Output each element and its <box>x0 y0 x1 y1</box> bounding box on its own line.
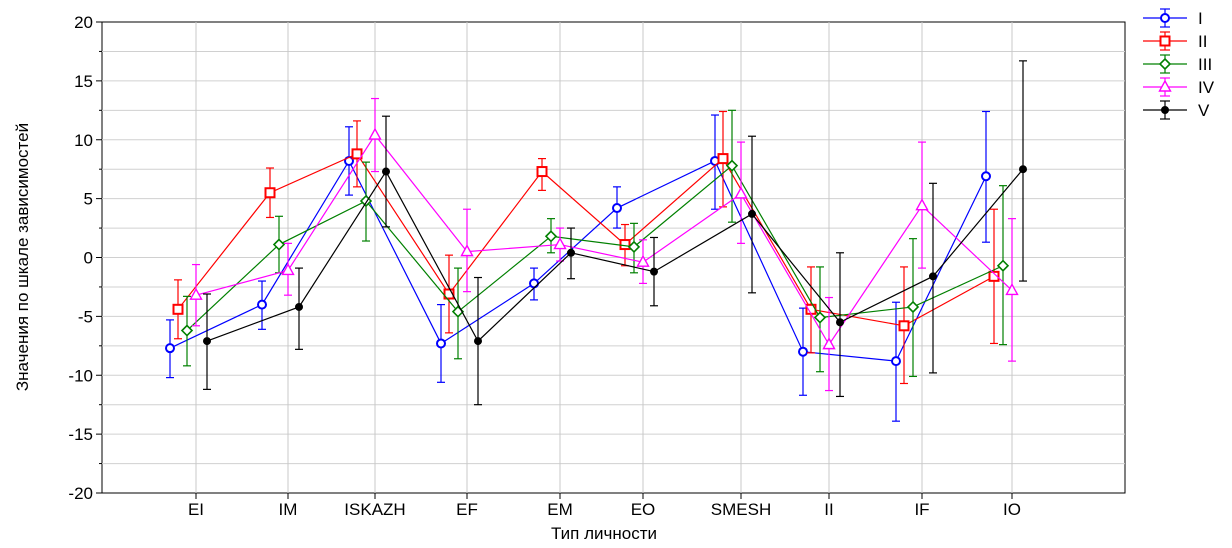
data-point <box>636 254 650 267</box>
x-axis-title: Тип личности <box>551 524 657 543</box>
data-point <box>981 171 991 182</box>
data-point <box>351 148 363 160</box>
y-tick-label: -20 <box>68 484 93 503</box>
x-tick-label: EM <box>547 500 573 519</box>
x-tick-label: EO <box>631 500 656 519</box>
data-point <box>553 237 567 250</box>
x-tick-label: IF <box>914 500 929 519</box>
data-point <box>1005 283 1019 296</box>
y-tick-label: 20 <box>74 13 93 32</box>
legend-item: V <box>1143 100 1210 120</box>
series-4 <box>189 97 1019 392</box>
data-point <box>272 238 286 251</box>
data-point <box>906 300 920 314</box>
legend-marker <box>1158 57 1172 71</box>
data-point <box>257 299 267 310</box>
y-tick-label: 5 <box>84 190 93 209</box>
data-point <box>915 198 929 211</box>
data-point <box>836 318 844 327</box>
x-tick-label: ISKAZH <box>344 500 405 519</box>
series-line <box>177 153 995 327</box>
data-point <box>382 167 390 176</box>
data-point <box>368 127 382 140</box>
data-point <box>748 209 756 218</box>
data-point <box>264 187 276 199</box>
series-layer <box>165 60 1027 422</box>
data-point <box>443 288 455 300</box>
data-point <box>536 166 548 178</box>
x-tick-label: EF <box>456 500 478 519</box>
y-tick-label: 15 <box>74 72 93 91</box>
data-point <box>1019 165 1027 174</box>
legend-label: IV <box>1198 78 1215 97</box>
y-tick-label: -5 <box>78 307 93 326</box>
legend-marker <box>1158 79 1172 92</box>
series-5 <box>203 60 1027 406</box>
x-tick-label: IM <box>279 500 298 519</box>
data-point <box>813 311 827 324</box>
data-point <box>996 259 1010 272</box>
legend-marker <box>1159 35 1171 47</box>
data-point <box>567 248 575 257</box>
x-tick-label: II <box>824 500 833 519</box>
data-point <box>460 244 474 257</box>
series-line <box>195 134 1013 346</box>
data-point <box>734 186 748 199</box>
series-line <box>169 159 987 362</box>
data-point <box>180 324 194 337</box>
series-1 <box>165 110 991 422</box>
data-point <box>717 153 729 165</box>
y-axis-title: Значения по шкале зависимостей <box>13 123 32 391</box>
data-point <box>203 337 211 346</box>
x-tick-label: SMESH <box>711 500 771 519</box>
data-point <box>898 320 910 332</box>
legend-marker <box>1160 13 1170 23</box>
legend-label: II <box>1198 32 1207 51</box>
x-tick-label: IO <box>1003 500 1021 519</box>
data-point <box>529 278 539 289</box>
data-point <box>189 287 203 300</box>
data-point <box>474 337 482 346</box>
data-point <box>544 230 558 243</box>
data-point <box>798 346 808 357</box>
data-point <box>172 303 184 315</box>
data-point <box>822 337 836 350</box>
series-2 <box>172 110 1000 385</box>
data-point <box>619 239 631 251</box>
legend-label: I <box>1198 9 1203 28</box>
data-point <box>650 267 658 276</box>
series-line <box>206 168 1024 343</box>
y-axis: -20 -15 -10 -5 0 5 10 15 20 <box>68 13 102 503</box>
data-point <box>929 272 937 281</box>
legend-item: I <box>1143 8 1203 28</box>
data-point <box>281 262 295 276</box>
y-tick-label: 0 <box>84 249 93 268</box>
legend-marker <box>1161 106 1169 114</box>
data-point <box>988 270 1000 282</box>
data-point <box>725 159 739 172</box>
legend-label: V <box>1198 101 1210 120</box>
x-axis: EI IM ISKAZH EF EM EO SMESH II IF IO <box>188 493 1021 519</box>
data-point <box>436 338 446 349</box>
series-line <box>186 164 1004 331</box>
legend-label: III <box>1198 55 1212 74</box>
legend-item: III <box>1143 54 1212 74</box>
data-point <box>627 240 641 254</box>
data-point <box>891 356 901 367</box>
legend-item: IV <box>1143 77 1215 97</box>
x-tick-label: EI <box>188 500 204 519</box>
data-point <box>295 302 303 311</box>
y-tick-label: -10 <box>68 366 93 385</box>
legend-item: II <box>1143 31 1207 51</box>
y-tick-label: 10 <box>74 131 93 150</box>
data-point <box>612 203 622 214</box>
y-tick-label: -15 <box>68 425 93 444</box>
data-point <box>165 343 175 354</box>
